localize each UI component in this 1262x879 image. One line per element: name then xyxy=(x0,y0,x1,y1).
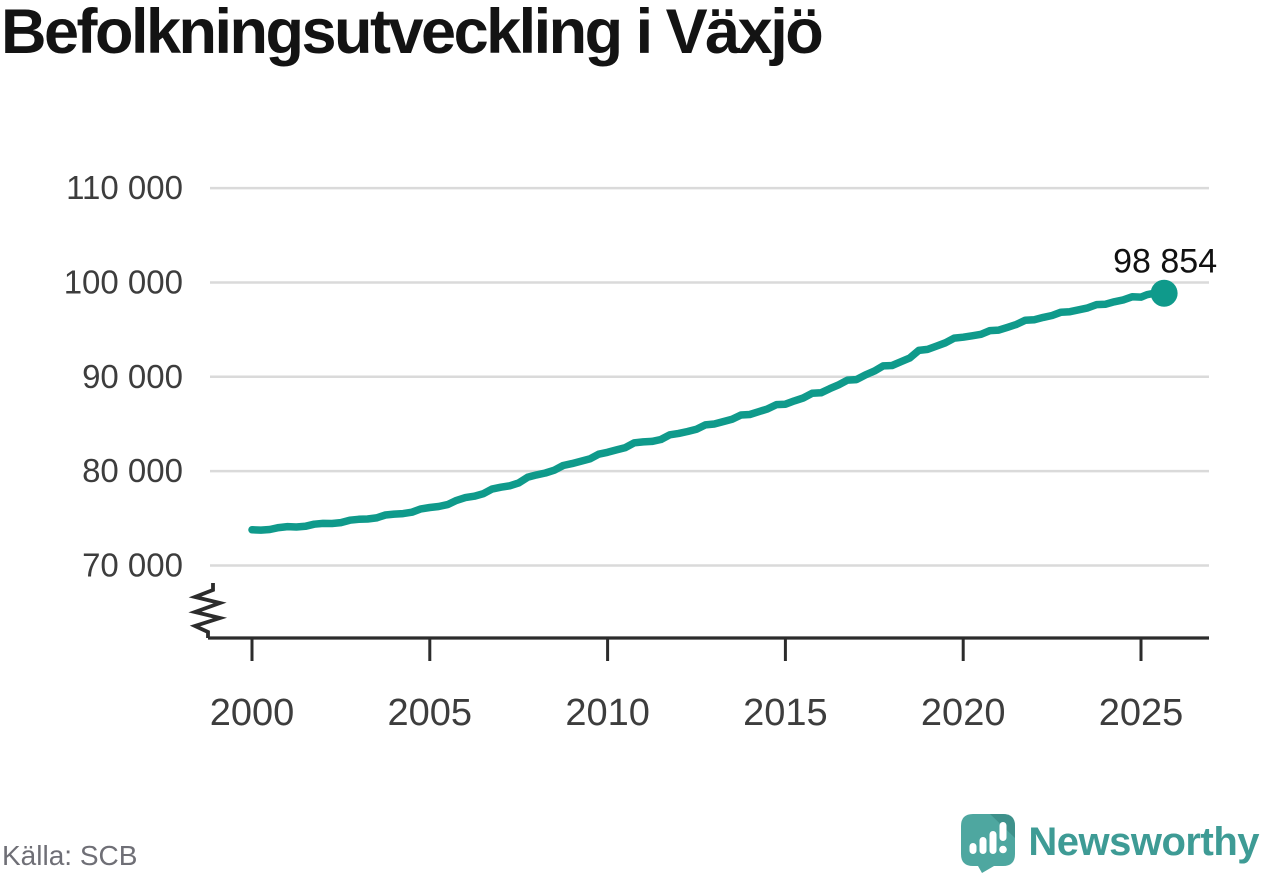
x-tick-label: 2020 xyxy=(921,692,1006,734)
logo-bar-large xyxy=(989,831,997,854)
y-axis-break-icon xyxy=(188,583,228,638)
x-tick-label: 2015 xyxy=(743,692,828,734)
logo-bar-small xyxy=(969,843,977,854)
x-tick-label: 2000 xyxy=(210,692,295,734)
newsworthy-logo-icon xyxy=(961,814,1016,873)
x-tick-label: 2025 xyxy=(1099,692,1184,734)
y-tick-label: 80 000 xyxy=(82,452,183,489)
x-tick-label: 2010 xyxy=(565,692,650,734)
x-tick-label: 2005 xyxy=(388,692,473,734)
y-tick-label: 100 000 xyxy=(64,263,183,300)
chart-title: Befolkningsutveckling i Växjö xyxy=(1,0,824,67)
newsworthy-logo-text: Newsworthy xyxy=(1028,819,1259,864)
logo-exclamation-bar xyxy=(999,822,1007,841)
newsworthy-logo: Newsworthy xyxy=(961,814,1259,873)
source-caption: Källa: SCB xyxy=(2,840,138,871)
y-tick-label: 70 000 xyxy=(82,547,183,584)
population-series-line xyxy=(248,289,1168,534)
logo-exclamation-dot xyxy=(999,845,1008,854)
logo-bar-medium xyxy=(979,837,987,854)
end-point-marker xyxy=(1150,279,1178,307)
end-value-label: 98 854 xyxy=(1113,242,1217,280)
y-tick-label: 90 000 xyxy=(82,358,183,395)
y-tick-label: 110 000 xyxy=(66,169,183,206)
